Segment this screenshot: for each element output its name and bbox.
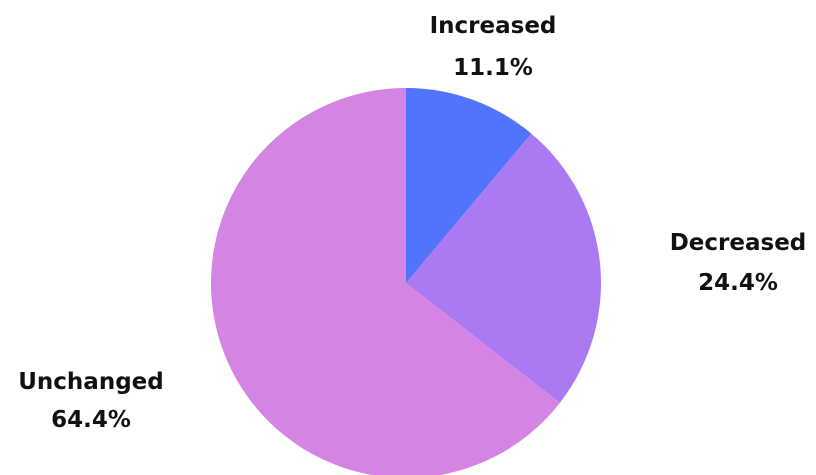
pie-slice-decreased — [406, 133, 601, 403]
slice-value-unchanged: 64.4% — [51, 407, 131, 433]
pie-slices — [211, 88, 601, 475]
pie-slice-unchanged — [211, 88, 560, 475]
slice-label-increased: Increased — [430, 13, 557, 39]
pie-labels: Increased 11.1% Decreased 24.4% Unchange… — [18, 13, 806, 433]
slice-value-decreased: 24.4% — [698, 270, 778, 296]
slice-value-increased: 11.1% — [453, 55, 533, 81]
pie-slice-increased — [406, 88, 532, 283]
slice-label-decreased: Decreased — [670, 230, 807, 256]
slice-label-unchanged: Unchanged — [18, 369, 163, 395]
